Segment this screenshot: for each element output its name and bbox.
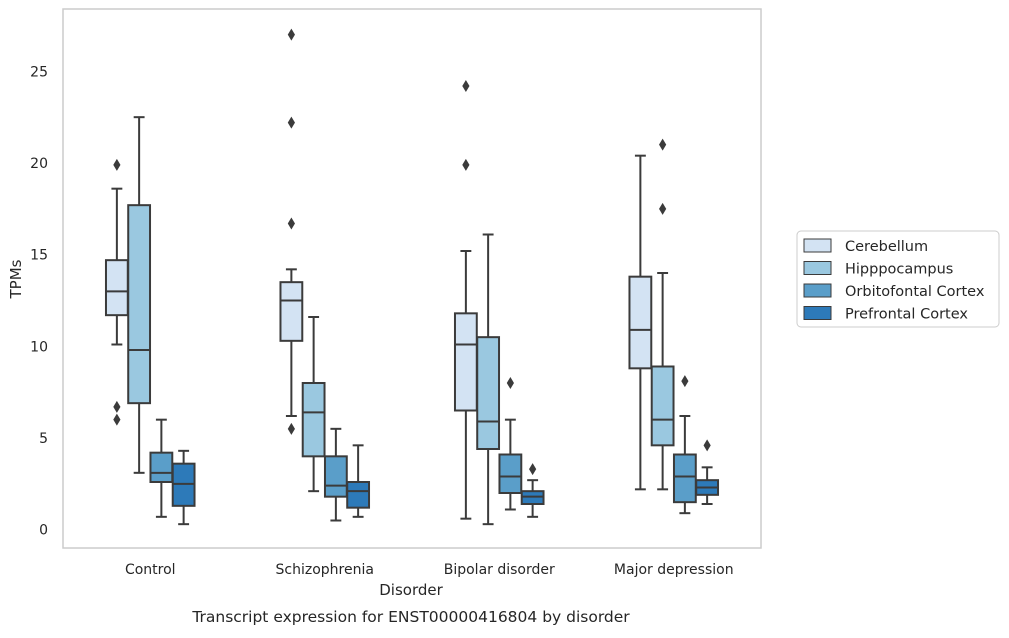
series-orbitofontal-cortex (149, 375, 697, 522)
box-body (104, 259, 129, 317)
outlier-point (659, 202, 667, 215)
box-0-3 (628, 154, 653, 491)
box-3-0 (171, 449, 196, 526)
x-tick-label-schizophrenia: Schizophrenia (276, 562, 374, 578)
outlier-point (287, 217, 295, 230)
legend-label: Cerebellum (845, 239, 928, 255)
y-tick-label-10: 10 (30, 339, 48, 355)
box-1-1 (301, 316, 326, 493)
outlier-point (287, 422, 295, 435)
outlier-point (529, 463, 537, 476)
box-body (323, 455, 348, 498)
outlier-point (681, 375, 689, 388)
outlier-point (659, 138, 667, 151)
series-prefrontal-cortex (171, 439, 720, 526)
y-axis-label: TPMs (7, 259, 25, 299)
outlier-point (506, 377, 514, 389)
legend-swatch (803, 261, 832, 275)
outlier-point (462, 158, 470, 171)
axis-labels: TPMs Disorder Transcript expression for … (7, 259, 630, 626)
legend-swatch (803, 238, 832, 253)
box-0-2 (453, 80, 478, 520)
y-tick-label-0: 0 (39, 523, 48, 539)
series-cerebellum (104, 28, 653, 520)
box-3-2 (520, 463, 545, 518)
x-tick-label-major-depression: Major depression (614, 562, 734, 578)
legend-item-cerebellum: Cerebellum (803, 238, 928, 255)
box-body (279, 281, 304, 342)
series-hipppocampus (127, 116, 675, 526)
legend-swatch (803, 306, 832, 320)
box-body (453, 312, 478, 412)
legend-item-prefrontal-cortex: Prefrontal Cortex (803, 306, 968, 323)
legend-swatch (803, 283, 832, 298)
y-tick-label-15: 15 (30, 248, 48, 264)
legend-frame (796, 230, 1000, 328)
box-2-1 (323, 427, 348, 522)
legend: Cerebellum Hipppocampus Orbitofontal Corte… (796, 230, 1000, 328)
box-body (127, 204, 152, 405)
box-1-3 (650, 138, 675, 491)
legend-label: Prefrontal Cortex (845, 307, 968, 323)
outlier-point (113, 413, 121, 426)
outlier-point (287, 116, 295, 129)
y-tick-label-20: 20 (30, 156, 48, 172)
box-1-0 (127, 116, 152, 474)
x-tick-label-control: Control (125, 562, 176, 578)
outlier-point (113, 400, 121, 413)
outlier-point (703, 439, 711, 452)
box-3-1 (346, 444, 371, 518)
x-axis-label: Disorder (379, 581, 443, 599)
box-plot-series (104, 28, 720, 526)
box-body (301, 382, 326, 458)
box-body (149, 451, 174, 483)
box-0-1 (279, 28, 304, 435)
box-body (498, 453, 523, 494)
outlier-point (287, 28, 295, 41)
outlier-point (462, 80, 470, 92)
y-tick-label-25: 25 (30, 64, 48, 80)
chart-caption: Transcript expression for ENST0000041680… (191, 608, 630, 626)
box-2-3 (672, 375, 697, 515)
legend-label: Orbitofontal Cortex (845, 284, 985, 300)
box-2-2 (498, 377, 523, 511)
legend-item-hipppocampus: Hipppocampus (803, 261, 953, 278)
box-body (650, 365, 675, 447)
legend-item-orbitofontal-cortex: Orbitofontal Cortex (803, 283, 985, 300)
box-body (476, 336, 501, 450)
box-body (672, 453, 697, 504)
box-1-2 (476, 233, 501, 526)
box-body (346, 481, 371, 509)
box-3-3 (695, 439, 720, 505)
box-body (628, 275, 653, 370)
legend-label: Hipppocampus (845, 262, 953, 278)
x-tick-label-bipolar-disorder: Bipolar disorder (444, 562, 555, 578)
y-tick-label-5: 5 (39, 431, 48, 447)
outlier-point (113, 158, 121, 171)
